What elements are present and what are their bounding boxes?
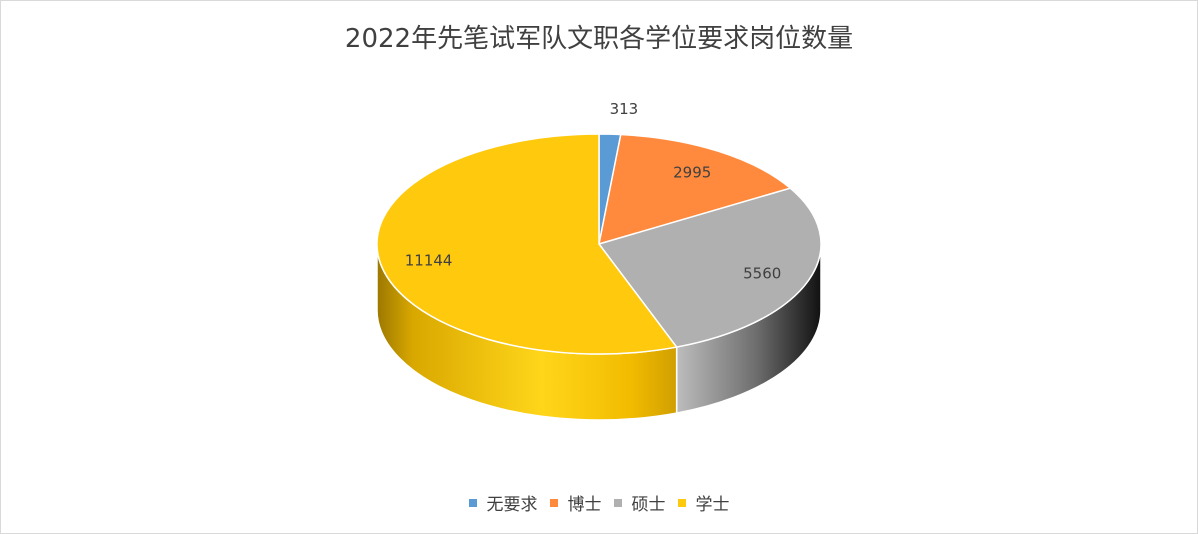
data-label: 313 xyxy=(610,100,639,118)
legend-label: 博士 xyxy=(567,495,602,515)
legend-label: 硕士 xyxy=(631,495,666,515)
legend-swatch xyxy=(613,498,622,507)
legend-item: 博士 xyxy=(549,490,602,515)
legend-label: 学士 xyxy=(695,495,730,515)
pie-tops xyxy=(376,133,822,355)
legend-label: 无要求 xyxy=(486,495,538,515)
data-label: 5560 xyxy=(743,265,781,283)
legend-swatch xyxy=(677,498,686,507)
legend-item: 学士 xyxy=(677,490,730,515)
slice-doctor-top xyxy=(598,133,792,245)
data-label: 2995 xyxy=(673,164,711,182)
legend-item: 硕士 xyxy=(613,490,666,515)
slice-master-top xyxy=(598,187,822,348)
data-label: 11144 xyxy=(405,251,453,269)
slice-bachelor-top xyxy=(376,133,678,355)
chart-title: 2022年先笔试军队文职各学位要求岗位数量 xyxy=(344,24,854,54)
pie-labels: 313 2995 5560 11144 xyxy=(405,100,782,283)
legend: 无要求 博士 硕士 学士 xyxy=(0,490,1198,515)
legend-swatch xyxy=(468,498,477,507)
legend-swatch xyxy=(549,498,558,507)
legend-item: 无要求 xyxy=(468,490,538,515)
